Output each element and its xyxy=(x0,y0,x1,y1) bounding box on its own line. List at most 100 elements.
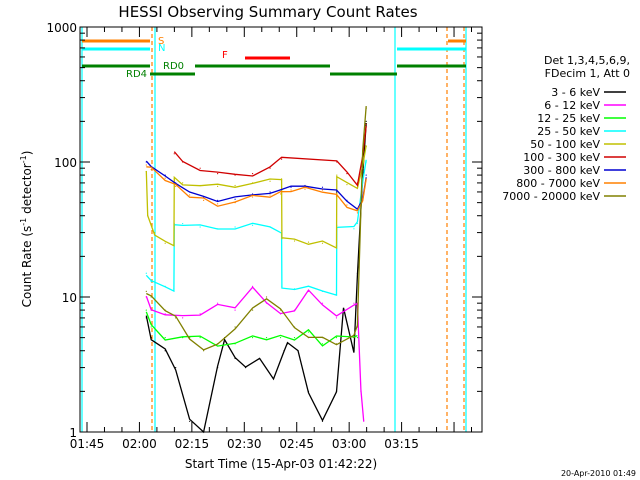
x-tick-label: 02:15 xyxy=(175,437,210,451)
y-tick-label: 1 xyxy=(69,426,77,440)
y-axis-label: Count Rate (s-1 detector-1) xyxy=(19,151,34,308)
series-point xyxy=(164,313,166,315)
series-point xyxy=(346,199,348,201)
legend-header-line: FDecim 1, Att 0 xyxy=(545,67,630,80)
series-point xyxy=(365,123,367,125)
flags-layer: SN RD0 RD4 F xyxy=(82,36,466,80)
series-point xyxy=(234,202,236,204)
series-line xyxy=(145,159,367,296)
spacecraft-status-overlays xyxy=(81,27,467,432)
series-point xyxy=(150,168,152,171)
series-point xyxy=(265,296,268,298)
series-point xyxy=(217,366,219,369)
legend-entry-label: 300 - 800 keV xyxy=(523,164,600,177)
series-point xyxy=(164,174,166,176)
series-point xyxy=(164,242,166,244)
series-point xyxy=(203,199,205,201)
series-point xyxy=(234,174,236,176)
series-point xyxy=(356,326,359,328)
series-point xyxy=(281,285,283,287)
series-point xyxy=(321,290,324,293)
legend: Det 1,3,4,5,6,9,FDecim 1, Att 0 3 - 6 keV… xyxy=(502,54,630,203)
series-line xyxy=(173,125,367,187)
series-point xyxy=(290,186,292,188)
series-8 xyxy=(145,106,367,352)
series-point xyxy=(217,228,219,230)
axis-ticks: 1 10 100 1000 01:45 02:00 02:15 02:30 02:45 03:00… xyxy=(46,21,482,451)
flag-label-s: S xyxy=(158,36,164,47)
series-4 xyxy=(145,145,367,250)
series-3 xyxy=(145,159,367,296)
series-point xyxy=(346,184,348,186)
series-point xyxy=(199,337,201,339)
series-point xyxy=(217,343,219,345)
series-point xyxy=(362,198,364,200)
series-point xyxy=(145,164,147,166)
series-point xyxy=(269,191,271,193)
series-point xyxy=(175,366,177,369)
series-point xyxy=(360,390,362,392)
series-point xyxy=(342,309,345,311)
series-line xyxy=(146,106,367,351)
series-point xyxy=(321,242,324,244)
series-point xyxy=(189,194,191,196)
series-point xyxy=(199,226,201,228)
y-label-sup-1: -1 xyxy=(19,218,28,226)
series-point xyxy=(335,390,338,392)
series-point xyxy=(145,290,147,293)
series-1 xyxy=(145,285,365,422)
series-point xyxy=(234,184,236,187)
series-point xyxy=(335,343,338,345)
series-point xyxy=(269,167,271,169)
series-point xyxy=(203,350,205,352)
series-point xyxy=(353,228,355,230)
series-point xyxy=(356,212,359,214)
series-point xyxy=(365,146,367,148)
series-6 xyxy=(145,160,367,211)
series-point xyxy=(217,203,219,205)
series-point xyxy=(321,337,324,339)
series-point xyxy=(353,302,355,304)
chart-title: HESSI Observing Summary Count Rates xyxy=(118,3,417,21)
x-tick-label: 02:00 xyxy=(122,437,157,451)
x-tick-label: 01:45 xyxy=(70,437,105,451)
series-point xyxy=(251,224,254,226)
series-point xyxy=(199,313,201,315)
series-point xyxy=(251,182,254,184)
series-point xyxy=(173,245,175,247)
series-point xyxy=(307,285,310,287)
series-line xyxy=(146,166,367,212)
series-point xyxy=(269,180,271,182)
series-point xyxy=(280,178,283,180)
legend-entry-label: 800 - 7000 keV xyxy=(516,177,600,190)
y-label-sup-2: -1 xyxy=(19,155,28,163)
series-point xyxy=(365,161,367,163)
x-tick-label: 03:00 xyxy=(332,437,367,451)
series-point xyxy=(199,184,201,187)
series-line xyxy=(145,122,367,434)
legend-entry-label: 25 - 50 keV xyxy=(537,125,600,138)
series-point xyxy=(182,161,184,163)
series-point xyxy=(145,296,147,298)
series-point xyxy=(293,337,296,339)
series-point xyxy=(164,177,166,179)
series-point xyxy=(293,240,296,242)
series-point xyxy=(293,326,296,328)
series-point xyxy=(321,189,324,191)
flag-label-rd4: RD4 xyxy=(126,69,147,80)
series-point xyxy=(356,272,359,274)
series-7 xyxy=(145,164,367,214)
series-point xyxy=(346,173,348,175)
series-point xyxy=(173,288,175,290)
x-tick-label: 03:15 xyxy=(384,437,419,451)
y-label-part-1: Count Rate (s xyxy=(20,226,34,308)
series-point xyxy=(244,366,247,369)
series-point xyxy=(307,290,310,293)
series-point xyxy=(150,309,152,311)
series-point xyxy=(280,158,283,160)
series-point xyxy=(145,309,147,311)
series-point xyxy=(279,193,282,195)
plot-frame xyxy=(79,26,483,433)
legend-entry-label: 50 - 100 keV xyxy=(530,138,600,151)
